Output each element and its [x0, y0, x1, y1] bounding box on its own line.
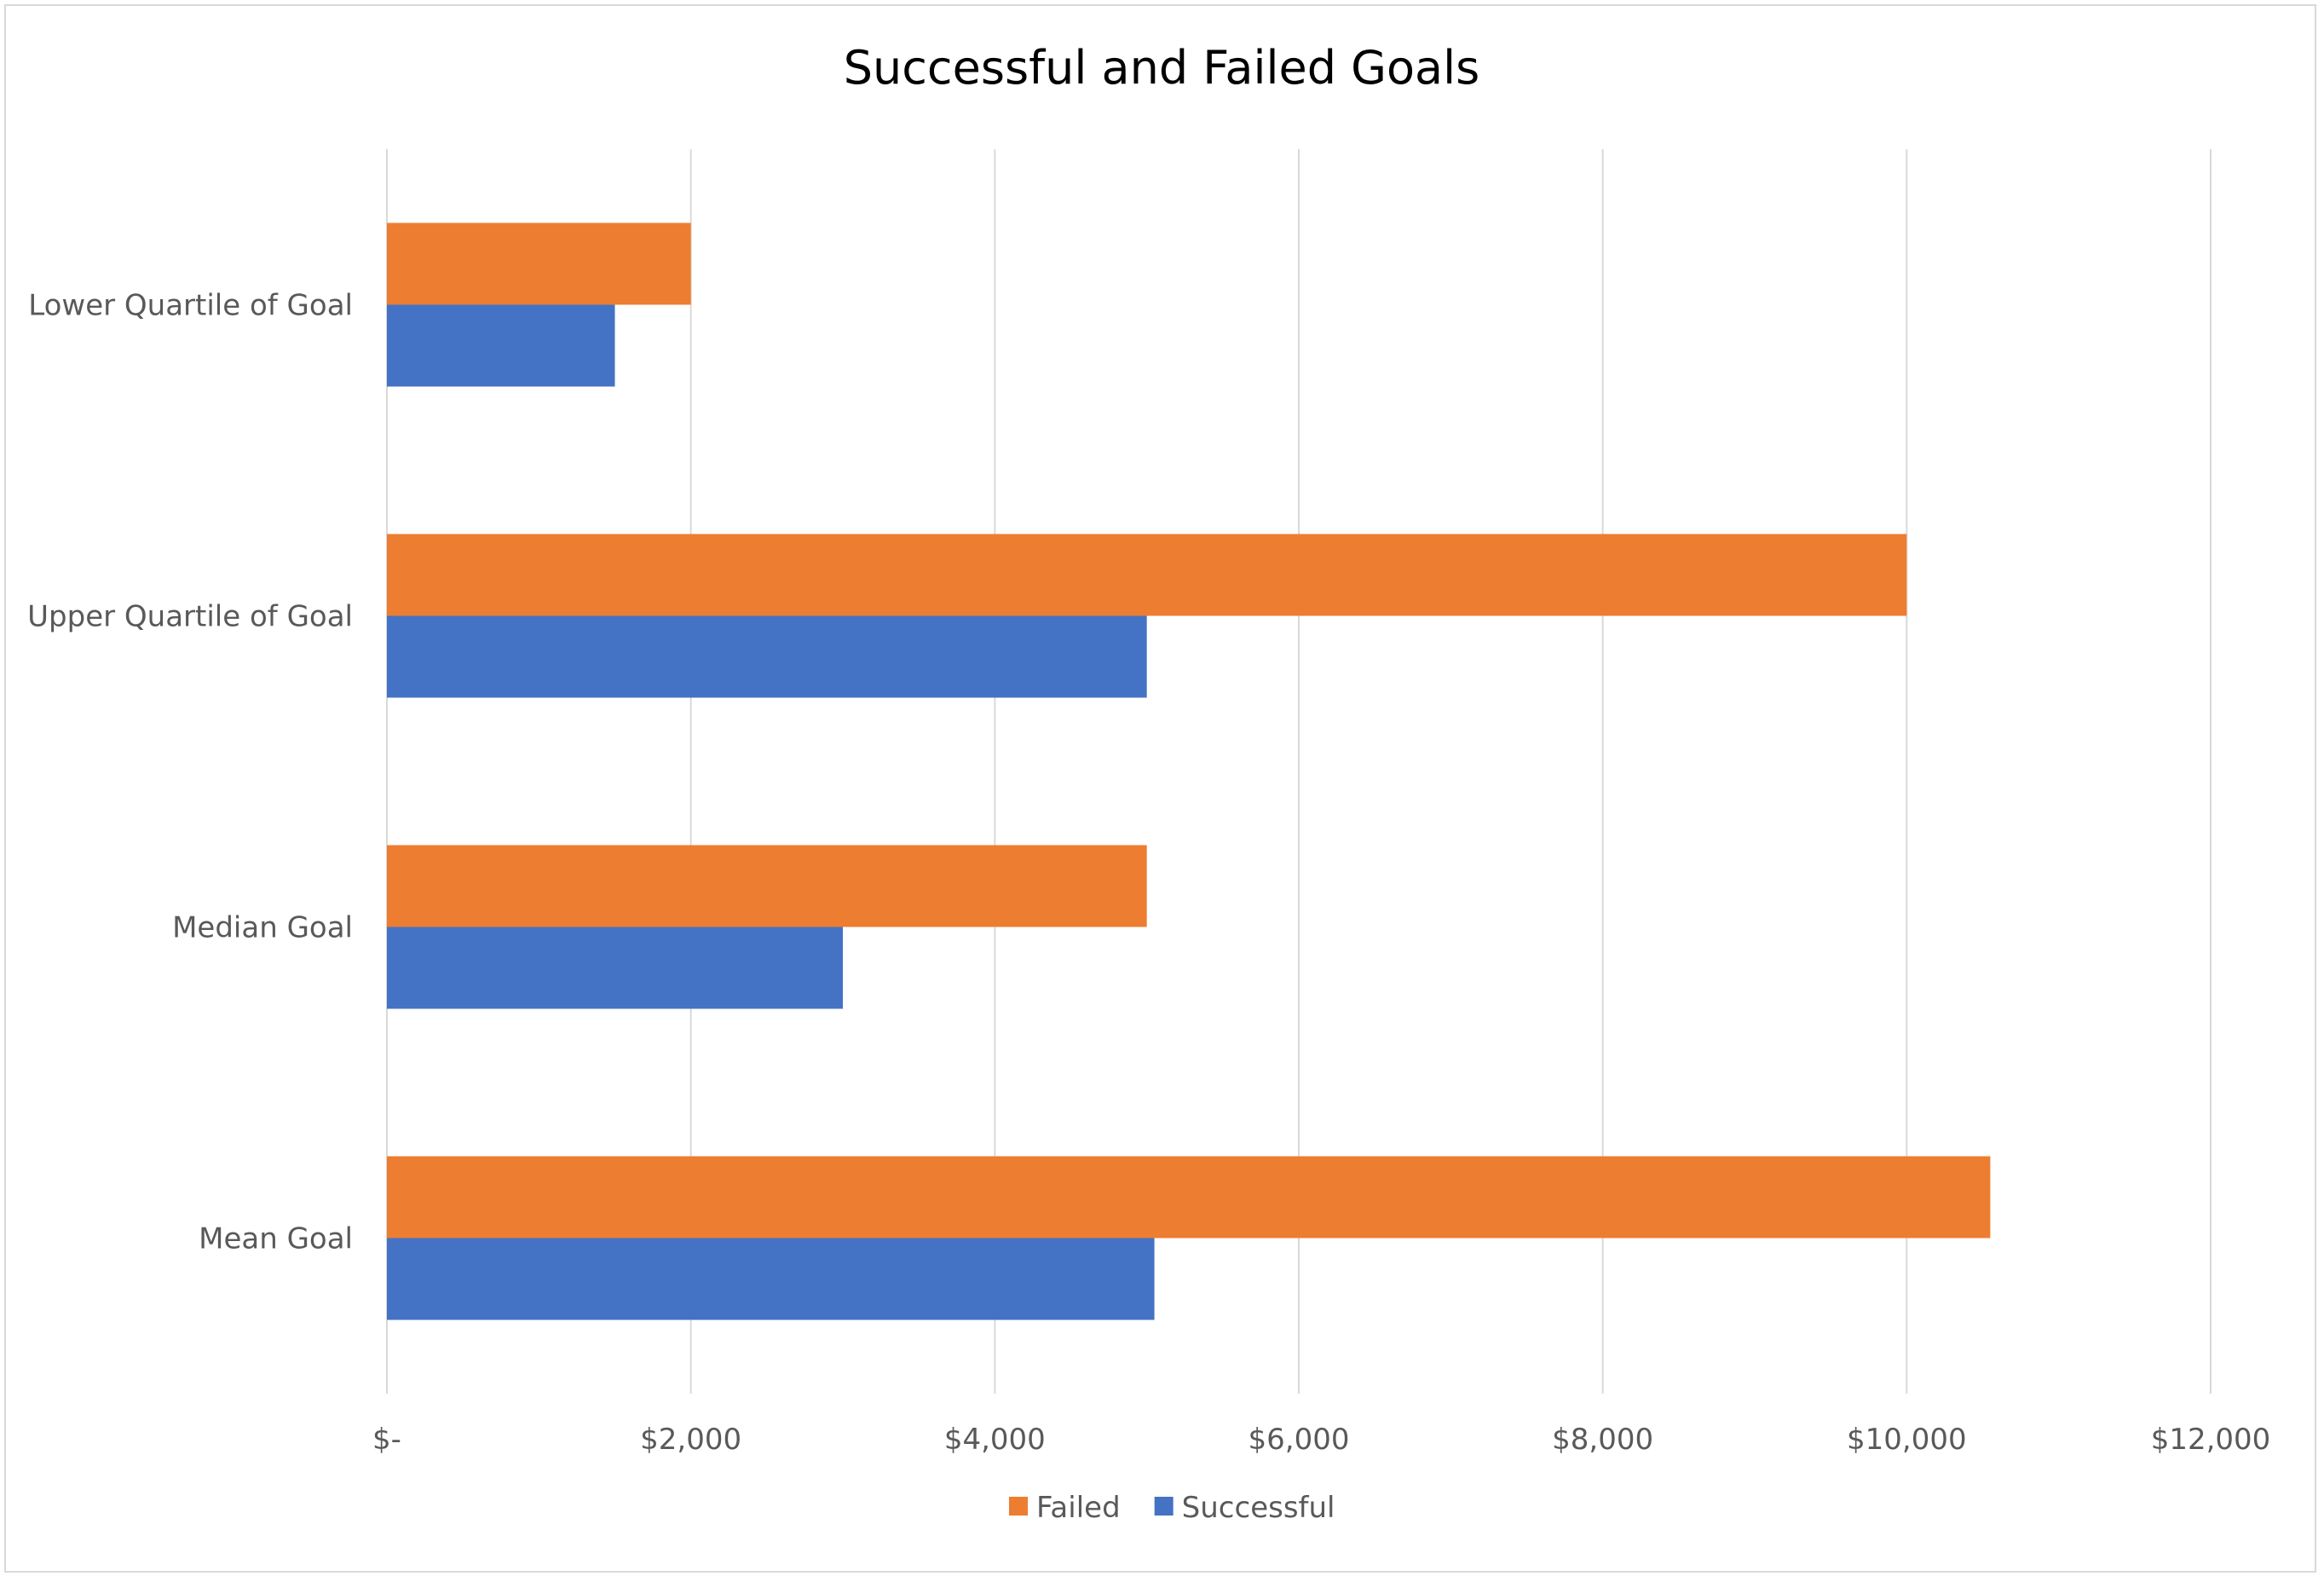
bar-failed-1: [387, 534, 1907, 616]
bar-failed-0: [387, 222, 691, 305]
chart-title: Successful and Failed Goals: [844, 41, 1480, 95]
bars: [387, 222, 1991, 1320]
x-tick-label-0: $-: [372, 1423, 401, 1457]
bar-successful-2: [387, 927, 843, 1009]
x-tick-label-5: $10,000: [1847, 1423, 1967, 1457]
x-tick-label-3: $6,000: [1249, 1423, 1350, 1457]
x-axis-tick-labels: $- $2,000 $4,000 $6,000 $8,000 $10,000 $12,000: [372, 1423, 2270, 1457]
legend: Failed Successful: [1009, 1491, 1335, 1525]
bar-failed-3: [387, 1156, 1991, 1238]
bar-failed-2: [387, 845, 1147, 927]
category-label-2: Median Goal: [172, 911, 353, 945]
legend-swatch-successful: [1154, 1497, 1174, 1516]
category-labels: Lower Quartile of Goal Upper Quartile of …: [27, 289, 353, 1256]
x-tick-label-1: $2,000: [640, 1423, 741, 1457]
x-tick-label-2: $4,000: [944, 1423, 1046, 1457]
x-tick-label-4: $8,000: [1552, 1423, 1653, 1457]
x-tick-label-6: $12,000: [2151, 1423, 2271, 1457]
legend-label-successful: Successful: [1182, 1491, 1335, 1525]
legend-swatch-failed: [1009, 1497, 1028, 1516]
category-label-3: Mean Goal: [199, 1222, 353, 1256]
category-label-1: Upper Quartile of Goal: [27, 600, 353, 634]
bar-successful-3: [387, 1238, 1155, 1320]
legend-label-failed: Failed: [1036, 1491, 1121, 1525]
bar-successful-0: [387, 304, 615, 387]
category-label-0: Lower Quartile of Goal: [28, 289, 353, 323]
bar-successful-1: [387, 615, 1147, 698]
